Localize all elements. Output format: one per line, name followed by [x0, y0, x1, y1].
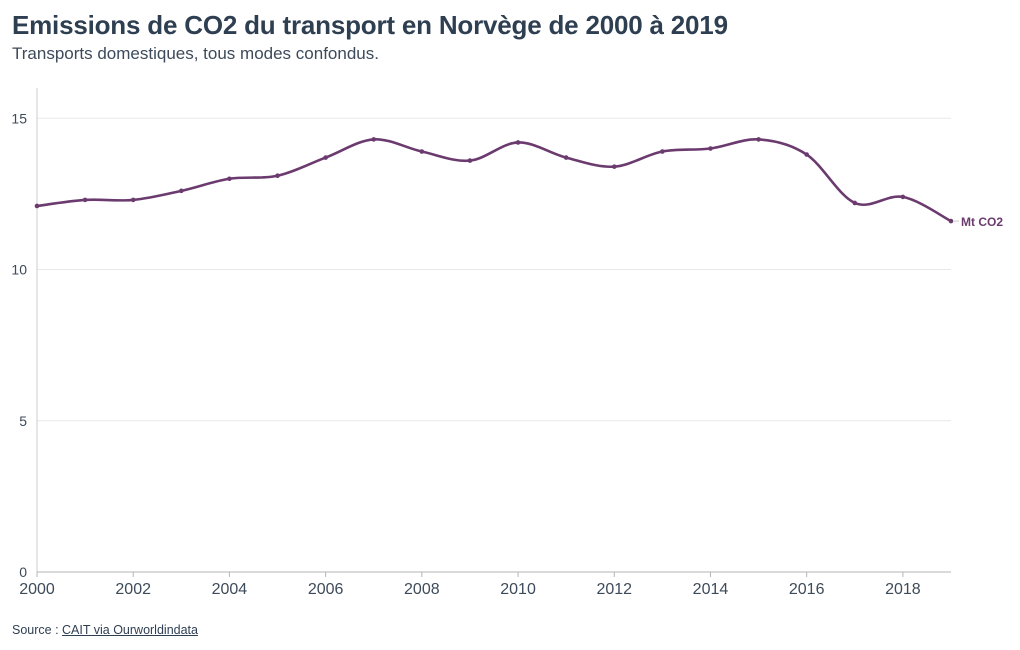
data-point	[467, 158, 473, 163]
source-prefix: Source :	[12, 623, 63, 637]
data-point	[227, 176, 232, 182]
axes: 0 5 10 15 2000 2002 2004 2006 2008 2010 2012 2014 20…	[11, 88, 951, 598]
data-point	[515, 140, 521, 145]
x-tick-label: 2000	[19, 581, 55, 598]
y-tick-label: 5	[19, 413, 27, 429]
x-tick-label: 2012	[596, 581, 632, 598]
data-point	[82, 197, 88, 203]
data-point	[34, 203, 40, 209]
chart-subtitle: Transports domestiques, tous modes confo…	[12, 44, 379, 63]
y-tick-label: 0	[19, 564, 27, 580]
series-layer: Mt CO2	[34, 137, 1003, 229]
x-tick-label: 2018	[885, 581, 921, 598]
x-tick-label: 2006	[308, 581, 344, 598]
x-tick-label: 2016	[789, 581, 825, 598]
chart-title: Emissions de CO2 du transport en Norvège…	[12, 10, 728, 40]
gridlines	[37, 117, 951, 422]
x-tick-label: 2008	[404, 581, 440, 598]
data-point	[419, 149, 425, 154]
source-note: Source : CAIT via Ourworldindata	[12, 623, 198, 637]
y-tick-label: 10	[11, 262, 27, 278]
data-point	[852, 200, 858, 206]
data-point	[948, 218, 954, 224]
data-point	[611, 164, 617, 169]
data-point	[660, 149, 665, 154]
x-tick-label: 2004	[212, 581, 248, 598]
data-point	[371, 137, 377, 142]
data-point	[756, 137, 761, 142]
x-tick-label: 2010	[500, 581, 536, 598]
data-point	[275, 173, 280, 179]
data-point	[563, 155, 569, 160]
data-point	[130, 197, 136, 203]
series-line	[35, 138, 953, 223]
series-label: Mt CO2	[961, 215, 1003, 229]
data-point	[179, 188, 184, 194]
data-point	[323, 155, 328, 160]
y-tick-label: 15	[11, 110, 27, 126]
data-point	[804, 152, 809, 157]
x-tick-label: 2002	[115, 581, 151, 598]
x-tick-label: 2014	[693, 581, 729, 598]
data-point	[708, 146, 713, 151]
source-link[interactable]: CAIT via Ourworldindata	[62, 623, 198, 637]
data-point	[900, 194, 906, 200]
